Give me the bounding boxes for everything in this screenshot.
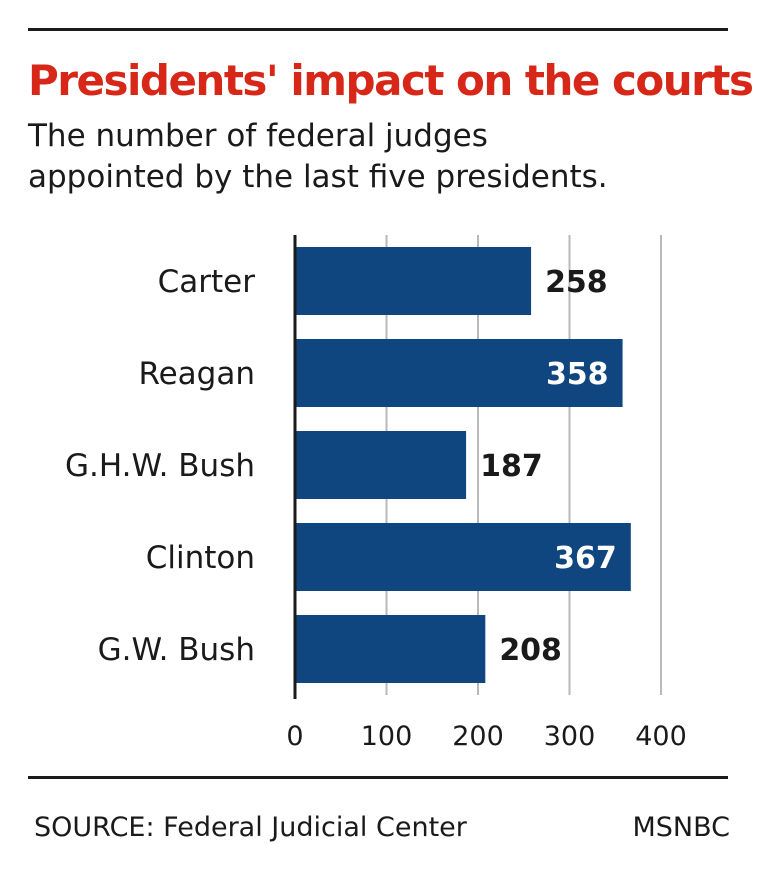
chart-title: Presidents' impact on the courts — [28, 56, 754, 105]
bar-4 — [295, 615, 486, 683]
category-label-2: G.H.W. Bush — [65, 448, 255, 484]
x-tick-label-200: 200 — [452, 721, 504, 752]
top-rule — [28, 28, 728, 31]
x-tick-label-400: 400 — [635, 721, 687, 752]
data-label-0: 258 — [545, 265, 608, 300]
data-label-4: 208 — [499, 633, 562, 668]
data-label-3: 367 — [554, 541, 617, 576]
bar-1 — [295, 339, 623, 407]
category-label-3: Clinton — [146, 540, 255, 576]
chart-subtitle: The number of federal judges appointed b… — [28, 116, 728, 198]
data-label-1: 358 — [546, 357, 609, 392]
category-label-4: G.W. Bush — [98, 632, 255, 668]
x-tick-label-0: 0 — [286, 721, 303, 752]
category-label-0: Carter — [158, 264, 256, 300]
bottom-rule — [28, 776, 728, 779]
subtitle-line-2: appointed by the last five presidents. — [28, 159, 608, 195]
bar-2 — [295, 431, 467, 499]
credit-label: MSNBC — [632, 812, 730, 843]
bar-chart: 0 100 200 300 400 Carter 258 Reagan 358 G.H.W. Bu… — [65, 235, 687, 752]
x-tick-label-300: 300 — [544, 721, 596, 752]
source-note: SOURCE: Federal Judicial Center — [34, 812, 467, 843]
subtitle-line-1: The number of federal judges — [28, 118, 488, 154]
category-label-1: Reagan — [138, 356, 255, 392]
bar-0 — [295, 247, 532, 315]
x-tick-label-100: 100 — [361, 721, 413, 752]
data-label-2: 187 — [480, 449, 543, 484]
bar-3 — [295, 523, 631, 591]
